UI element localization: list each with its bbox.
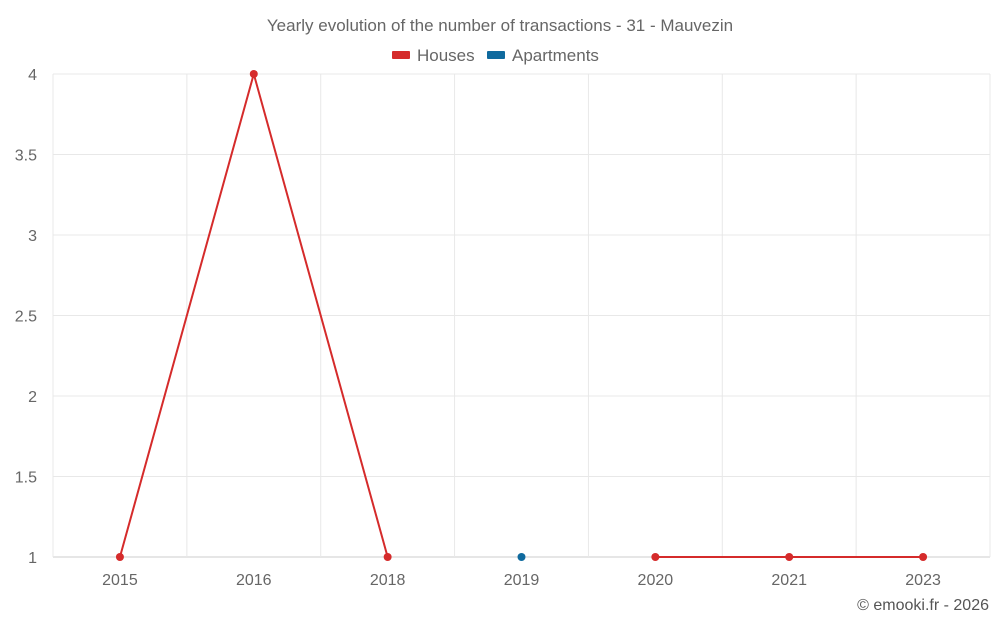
legend-swatch-houses: [392, 51, 410, 59]
series-houses: [115, 70, 928, 561]
data-point-houses[interactable]: [651, 553, 660, 561]
credit-text: © emooki.fr - 2026: [857, 597, 989, 614]
y-tick-label: 3: [28, 228, 37, 245]
series: [115, 70, 928, 561]
x-tick-label: 2023: [905, 572, 941, 589]
x-tick-label: 2015: [102, 572, 138, 589]
data-point-houses[interactable]: [115, 553, 124, 561]
data-point-houses[interactable]: [383, 553, 392, 561]
legend-label-houses: Houses: [417, 46, 475, 65]
data-point-apartments[interactable]: [517, 553, 526, 561]
x-tick-label: 2019: [504, 572, 540, 589]
y-tick-label: 2.5: [15, 309, 37, 326]
y-tick-label: 1: [28, 550, 37, 567]
data-point-houses[interactable]: [919, 553, 928, 561]
x-tick-label: 2018: [370, 572, 406, 589]
x-tick-label: 2020: [638, 572, 674, 589]
y-tick-label: 2: [28, 389, 37, 406]
legend-swatch-apartments: [487, 51, 505, 59]
chart-title: Yearly evolution of the number of transa…: [267, 16, 733, 35]
x-axis-ticks: 2015 2016 2018 2019 2020 2021 2023: [102, 572, 941, 589]
legend-item-apartments[interactable]: Apartments: [487, 46, 599, 65]
data-point-houses[interactable]: [249, 70, 258, 78]
y-tick-label: 1.5: [15, 470, 37, 487]
x-tick-label: 2021: [771, 572, 807, 589]
y-tick-label: 3.5: [15, 148, 37, 165]
y-axis-ticks: 1 1.5 2 2.5 3 3.5 4: [15, 67, 37, 567]
data-point-houses[interactable]: [785, 553, 794, 561]
grid: [52, 73, 991, 558]
y-tick-label: 4: [28, 67, 37, 84]
legend-label-apartments: Apartments: [512, 46, 599, 65]
series-apartments: [517, 553, 526, 561]
legend-item-houses[interactable]: Houses: [392, 46, 475, 65]
legend: Houses Apartments: [392, 46, 599, 65]
x-tick-label: 2016: [236, 572, 272, 589]
